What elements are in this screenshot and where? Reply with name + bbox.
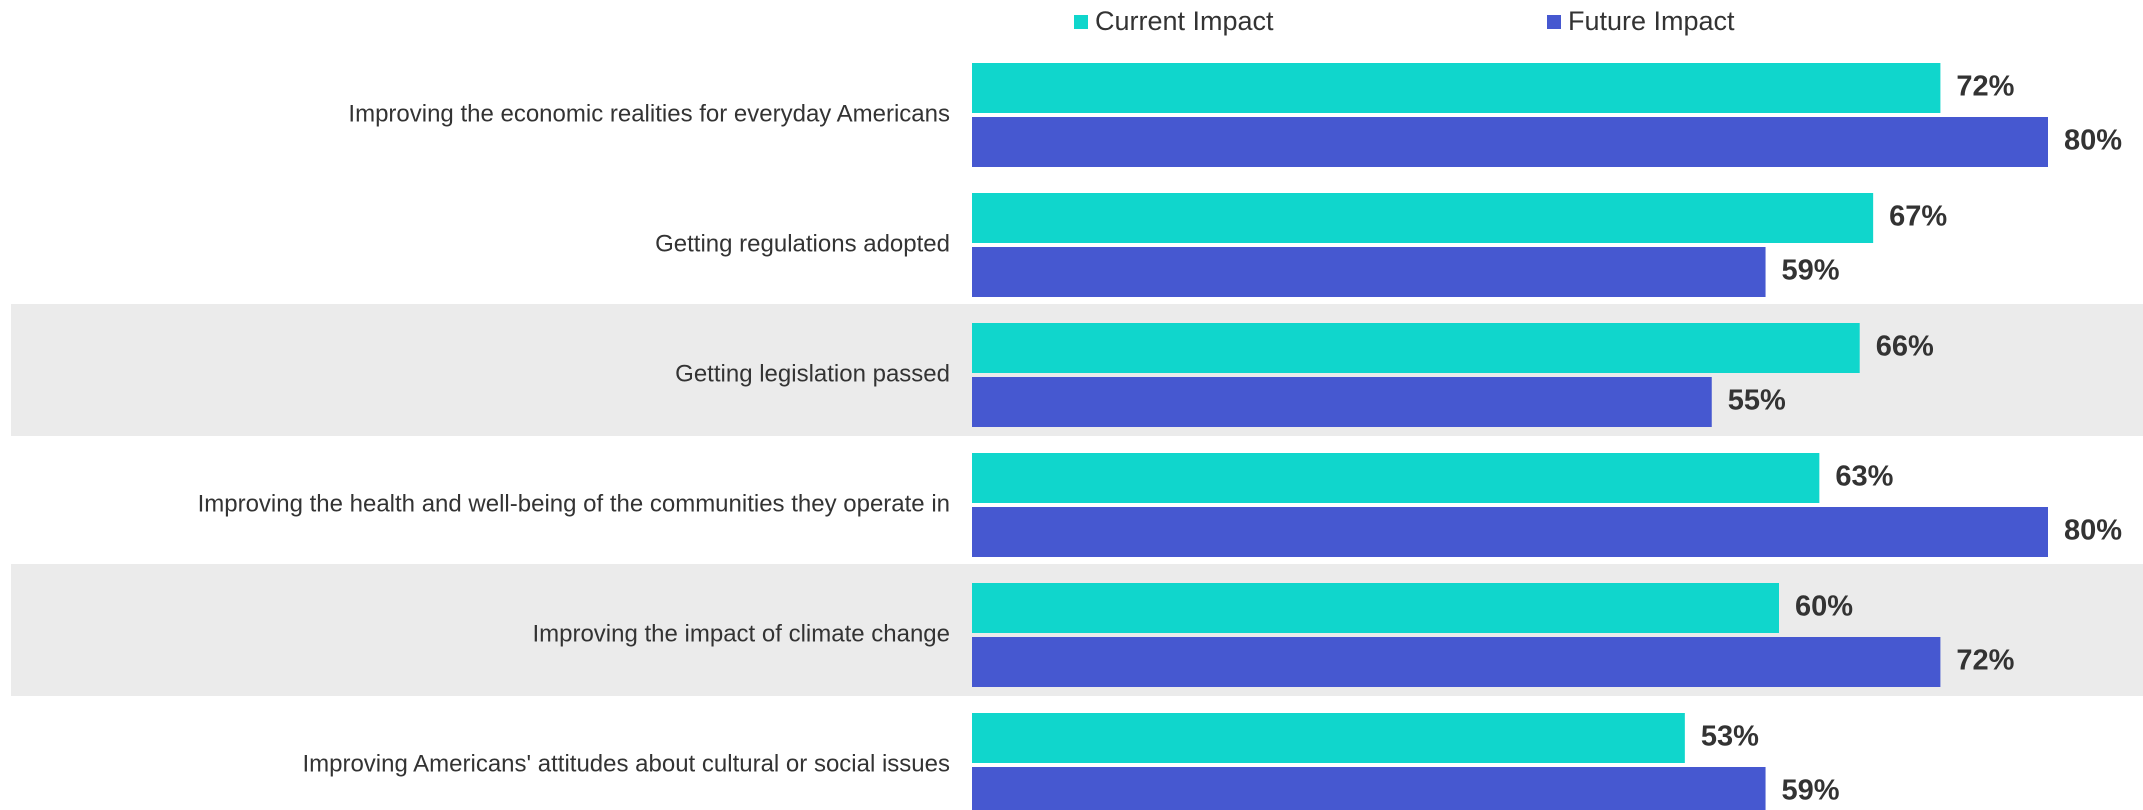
category-label: Getting legislation passed xyxy=(675,360,950,387)
value-label: 53% xyxy=(1701,721,1759,753)
bar xyxy=(972,767,1766,810)
value-label: 67% xyxy=(1889,201,1947,233)
legend-swatch xyxy=(1074,15,1088,29)
category-label: Improving the impact of climate change xyxy=(532,620,950,647)
category-label: Improving the economic realities for eve… xyxy=(348,100,950,127)
category-label: Getting regulations adopted xyxy=(655,230,950,257)
bar xyxy=(972,117,2048,167)
value-label: 63% xyxy=(1835,461,1893,493)
value-label: 59% xyxy=(1782,775,1840,807)
bar xyxy=(972,377,1712,427)
bar xyxy=(972,323,1860,373)
value-label: 55% xyxy=(1728,385,1786,417)
bar xyxy=(972,453,1820,503)
bar xyxy=(972,713,1685,763)
value-label: 80% xyxy=(2064,515,2122,547)
bar xyxy=(972,247,1766,297)
bar xyxy=(972,637,1941,687)
bar xyxy=(972,63,1941,113)
value-label: 72% xyxy=(1956,71,2014,103)
legend-swatch xyxy=(1547,15,1561,29)
value-label: 80% xyxy=(2064,125,2122,157)
category-label: Improving Americans' attitudes about cul… xyxy=(302,750,950,777)
legend-label: Future Impact xyxy=(1568,6,1735,36)
value-label: 60% xyxy=(1795,591,1853,623)
bar xyxy=(972,193,1874,243)
legend-label: Current Impact xyxy=(1095,6,1274,36)
category-label: Improving the health and well-being of t… xyxy=(198,490,950,517)
bar xyxy=(972,507,2048,557)
bar xyxy=(972,583,1779,633)
value-label: 66% xyxy=(1876,331,1934,363)
value-label: 72% xyxy=(1956,645,2014,677)
value-label: 59% xyxy=(1782,255,1840,287)
